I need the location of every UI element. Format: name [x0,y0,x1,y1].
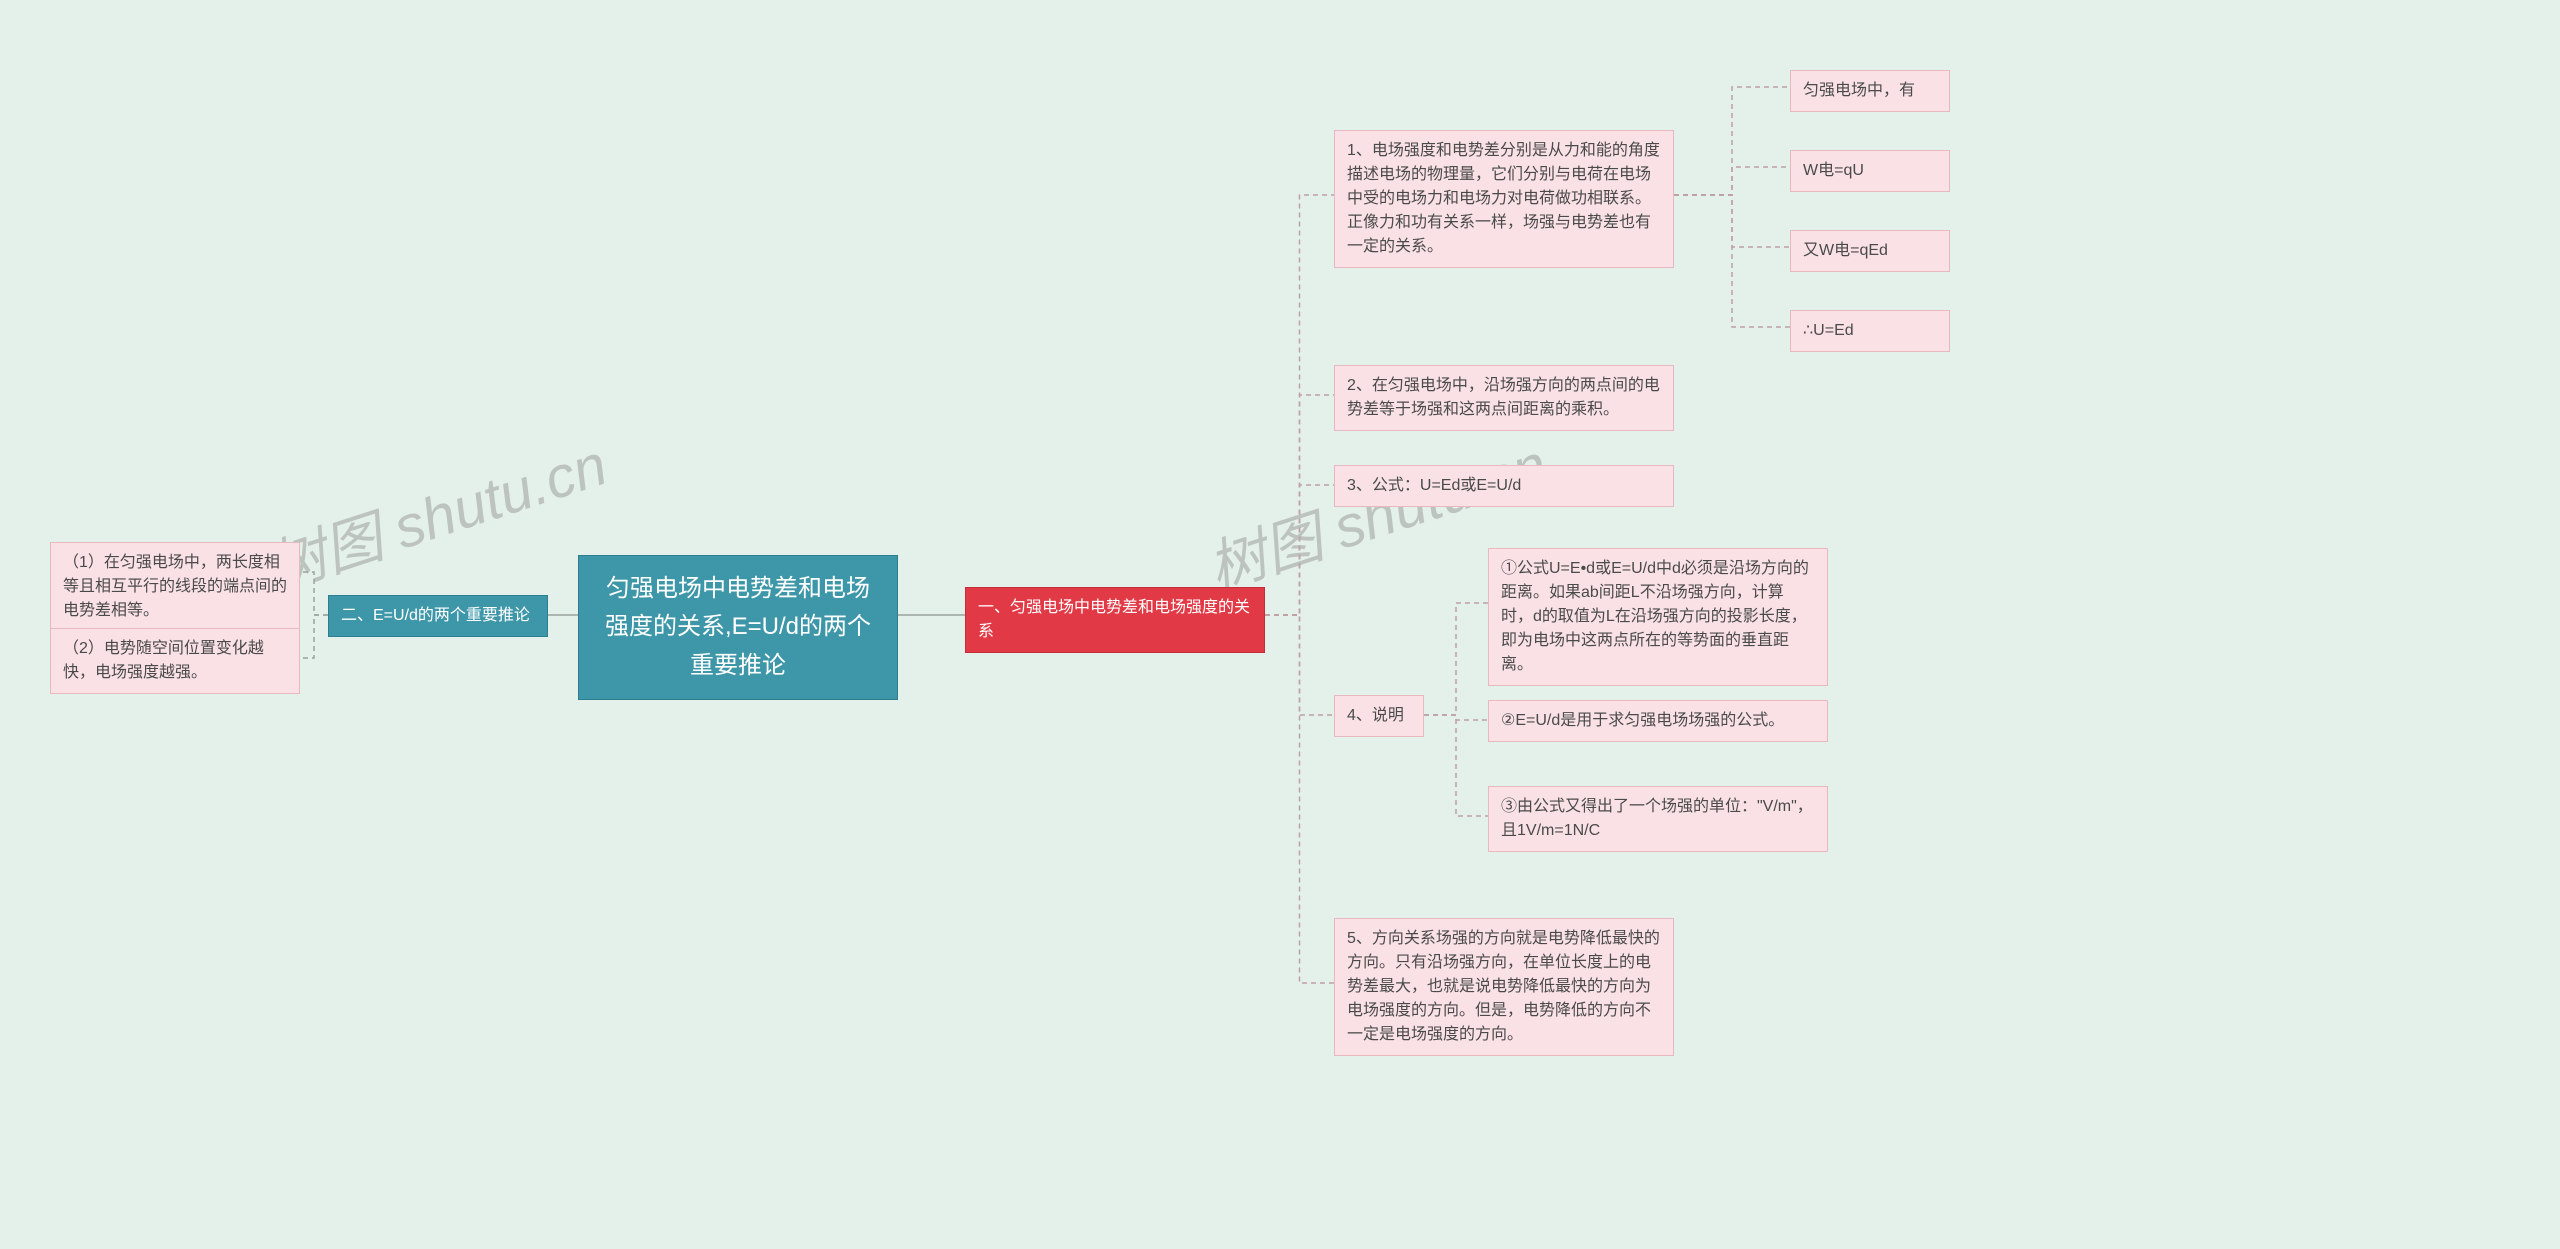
section-2: 二、E=U/d的两个重要推论 [328,595,548,637]
watermark: 树图 shutu.cn [256,418,616,606]
r1c: 又W电=qEd [1790,230,1950,272]
r4a: ①公式U=E•d或E=U/d中d必须是沿场方向的距离。如果ab间距L不沿场强方向… [1488,548,1828,686]
r1a: 匀强电场中，有 [1790,70,1950,112]
r1b: W电=qU [1790,150,1950,192]
r2: 2、在匀强电场中，沿场强方向的两点间的电势差等于场强和这两点间距离的乘积。 [1334,365,1674,431]
r4: 4、说明 [1334,695,1424,737]
r1d: ∴U=Ed [1790,310,1950,352]
root-node: 匀强电场中电势差和电场强度的关系,E=U/d的两个重要推论 [578,555,898,700]
r3: 3、公式：U=Ed或E=U/d [1334,465,1674,507]
l1: （1）在匀强电场中，两长度相等且相互平行的线段的端点间的电势差相等。 [50,542,300,632]
r5: 5、方向关系场强的方向就是电势降低最快的方向。只有沿场强方向，在单位长度上的电势… [1334,918,1674,1056]
r4b: ②E=U/d是用于求匀强电场场强的公式。 [1488,700,1828,742]
l2: （2）电势随空间位置变化越快，电场强度越强。 [50,628,300,694]
r1: 1、电场强度和电势差分别是从力和能的角度描述电场的物理量，它们分别与电荷在电场中… [1334,130,1674,268]
r4c: ③由公式又得出了一个场强的单位："V/m"，且1V/m=1N/C [1488,786,1828,852]
section-1: 一、匀强电场中电势差和电场强度的关系 [965,587,1265,653]
mindmap-canvas: 树图 shutu.cn树图 shutu.cn匀强电场中电势差和电场强度的关系,E… [0,0,2560,1249]
